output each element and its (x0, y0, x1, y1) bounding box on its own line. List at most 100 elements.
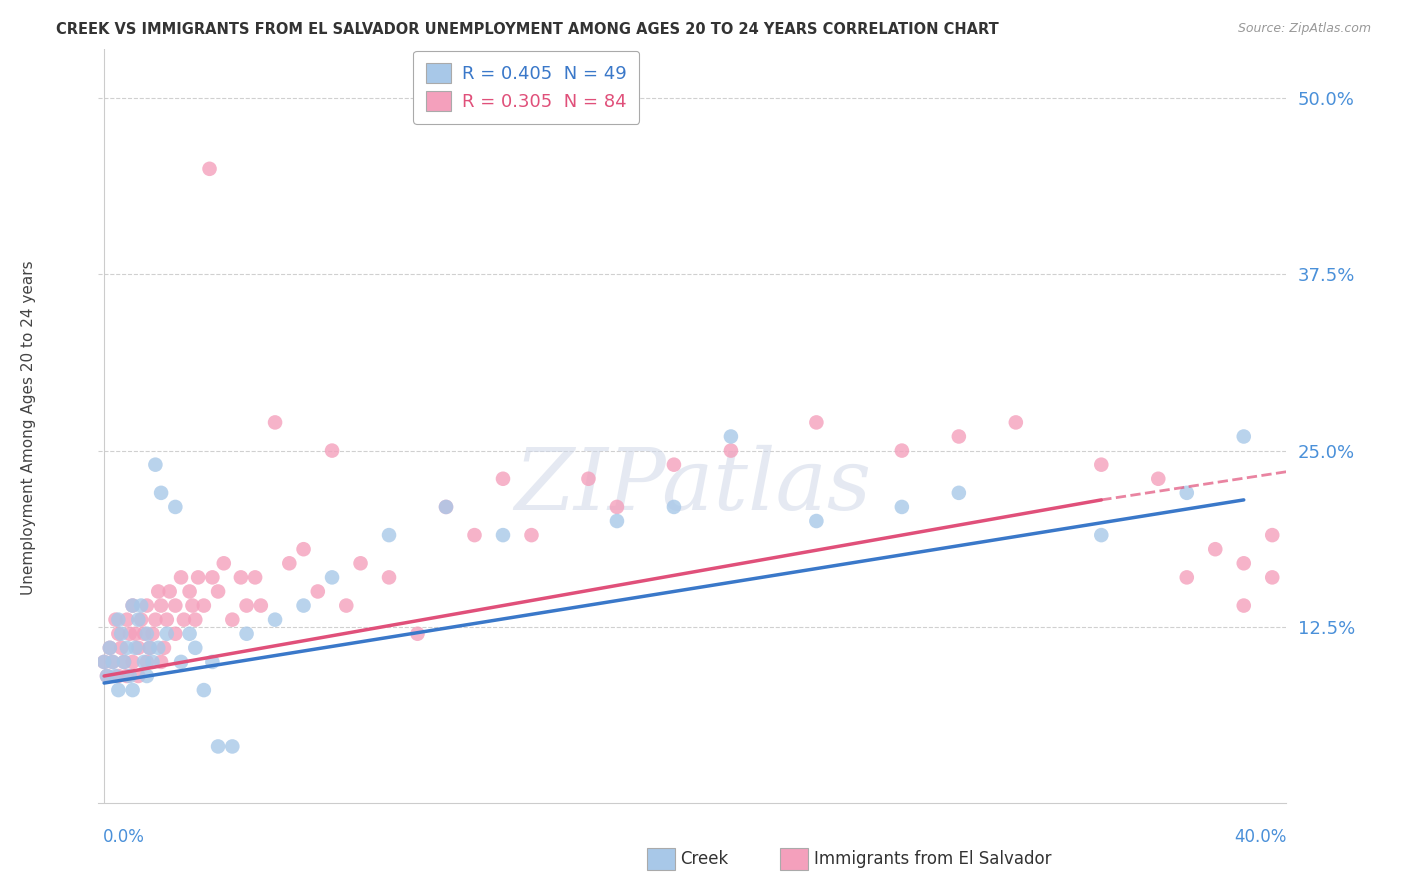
Point (135, 655, 157, 669)
Point (193, 599, 215, 613)
Point (96, 669, 118, 683)
Point (207, 584, 229, 599)
Point (292, 542, 315, 557)
Point (96, 669, 118, 683)
Point (406, 626, 429, 640)
Point (335, 599, 357, 613)
Point (264, 416, 287, 430)
Point (321, 570, 343, 584)
Point (118, 669, 141, 683)
Point (150, 486, 173, 500)
Point (235, 599, 257, 613)
Point (207, 739, 229, 754)
Point (107, 626, 129, 640)
Point (307, 584, 329, 599)
Point (201, 655, 224, 669)
Point (221, 739, 243, 754)
Point (153, 640, 176, 655)
Point (1090, 458, 1112, 472)
Point (292, 599, 315, 613)
Point (101, 655, 124, 669)
Point (948, 429, 970, 443)
Point (229, 570, 252, 584)
Point (159, 584, 181, 599)
Point (150, 599, 173, 613)
Point (173, 613, 195, 627)
Point (138, 640, 160, 655)
Point (101, 655, 124, 669)
Point (156, 626, 179, 640)
Point (179, 626, 201, 640)
Point (1289, 542, 1312, 557)
Point (1317, 584, 1340, 599)
Point (142, 655, 165, 669)
Point (93, 655, 115, 669)
Point (264, 613, 287, 627)
Point (1261, 570, 1284, 584)
Point (118, 626, 141, 640)
Point (110, 640, 132, 655)
Point (212, 556, 235, 570)
Point (184, 640, 207, 655)
Point (135, 669, 157, 683)
Text: ZIPatlas: ZIPatlas (513, 445, 872, 527)
Point (606, 500, 628, 514)
Point (492, 528, 515, 542)
Point (578, 472, 600, 486)
Point (1289, 556, 1312, 570)
Point (129, 599, 152, 613)
Point (132, 626, 155, 640)
Point (321, 443, 343, 458)
Point (181, 599, 204, 613)
Point (463, 528, 485, 542)
Point (107, 683, 129, 698)
Point (132, 655, 155, 669)
Point (170, 655, 193, 669)
Point (121, 683, 143, 698)
Point (104, 613, 127, 627)
Point (110, 626, 132, 640)
Point (165, 500, 187, 514)
Point (349, 556, 371, 570)
Point (138, 640, 160, 655)
Point (1317, 556, 1340, 570)
Point (434, 500, 457, 514)
Point (165, 626, 187, 640)
Point (1204, 542, 1226, 557)
Point (1090, 528, 1112, 542)
Point (121, 655, 143, 669)
Point (129, 613, 152, 627)
Point (1317, 599, 1340, 613)
Point (193, 683, 215, 698)
Point (127, 613, 149, 627)
Point (1175, 486, 1198, 500)
Text: Creek: Creek (681, 850, 728, 868)
Point (112, 655, 135, 669)
Text: Unemployment Among Ages 20 to 24 years: Unemployment Among Ages 20 to 24 years (21, 260, 35, 596)
Point (107, 613, 129, 627)
Point (145, 613, 167, 627)
Point (492, 472, 515, 486)
Point (184, 613, 207, 627)
Point (434, 500, 457, 514)
Point (170, 570, 193, 584)
Point (150, 655, 173, 669)
Point (1233, 429, 1256, 443)
Point (250, 599, 273, 613)
Legend: R = 0.405  N = 49, R = 0.305  N = 84: R = 0.405 N = 49, R = 0.305 N = 84 (413, 51, 640, 124)
Point (121, 599, 143, 613)
Point (378, 570, 401, 584)
Point (98, 640, 121, 655)
Text: Immigrants from El Salvador: Immigrants from El Salvador (814, 850, 1052, 868)
Point (806, 514, 828, 528)
Point (135, 599, 157, 613)
Point (1289, 584, 1312, 599)
Point (142, 626, 165, 640)
Point (179, 584, 201, 599)
Point (104, 669, 127, 683)
Point (1317, 599, 1340, 613)
Point (115, 669, 138, 683)
Point (121, 599, 143, 613)
Text: CREEK VS IMMIGRANTS FROM EL SALVADOR UNEMPLOYMENT AMONG AGES 20 TO 24 YEARS CORR: CREEK VS IMMIGRANTS FROM EL SALVADOR UNE… (56, 22, 1000, 37)
Text: 0.0%: 0.0% (103, 828, 145, 846)
